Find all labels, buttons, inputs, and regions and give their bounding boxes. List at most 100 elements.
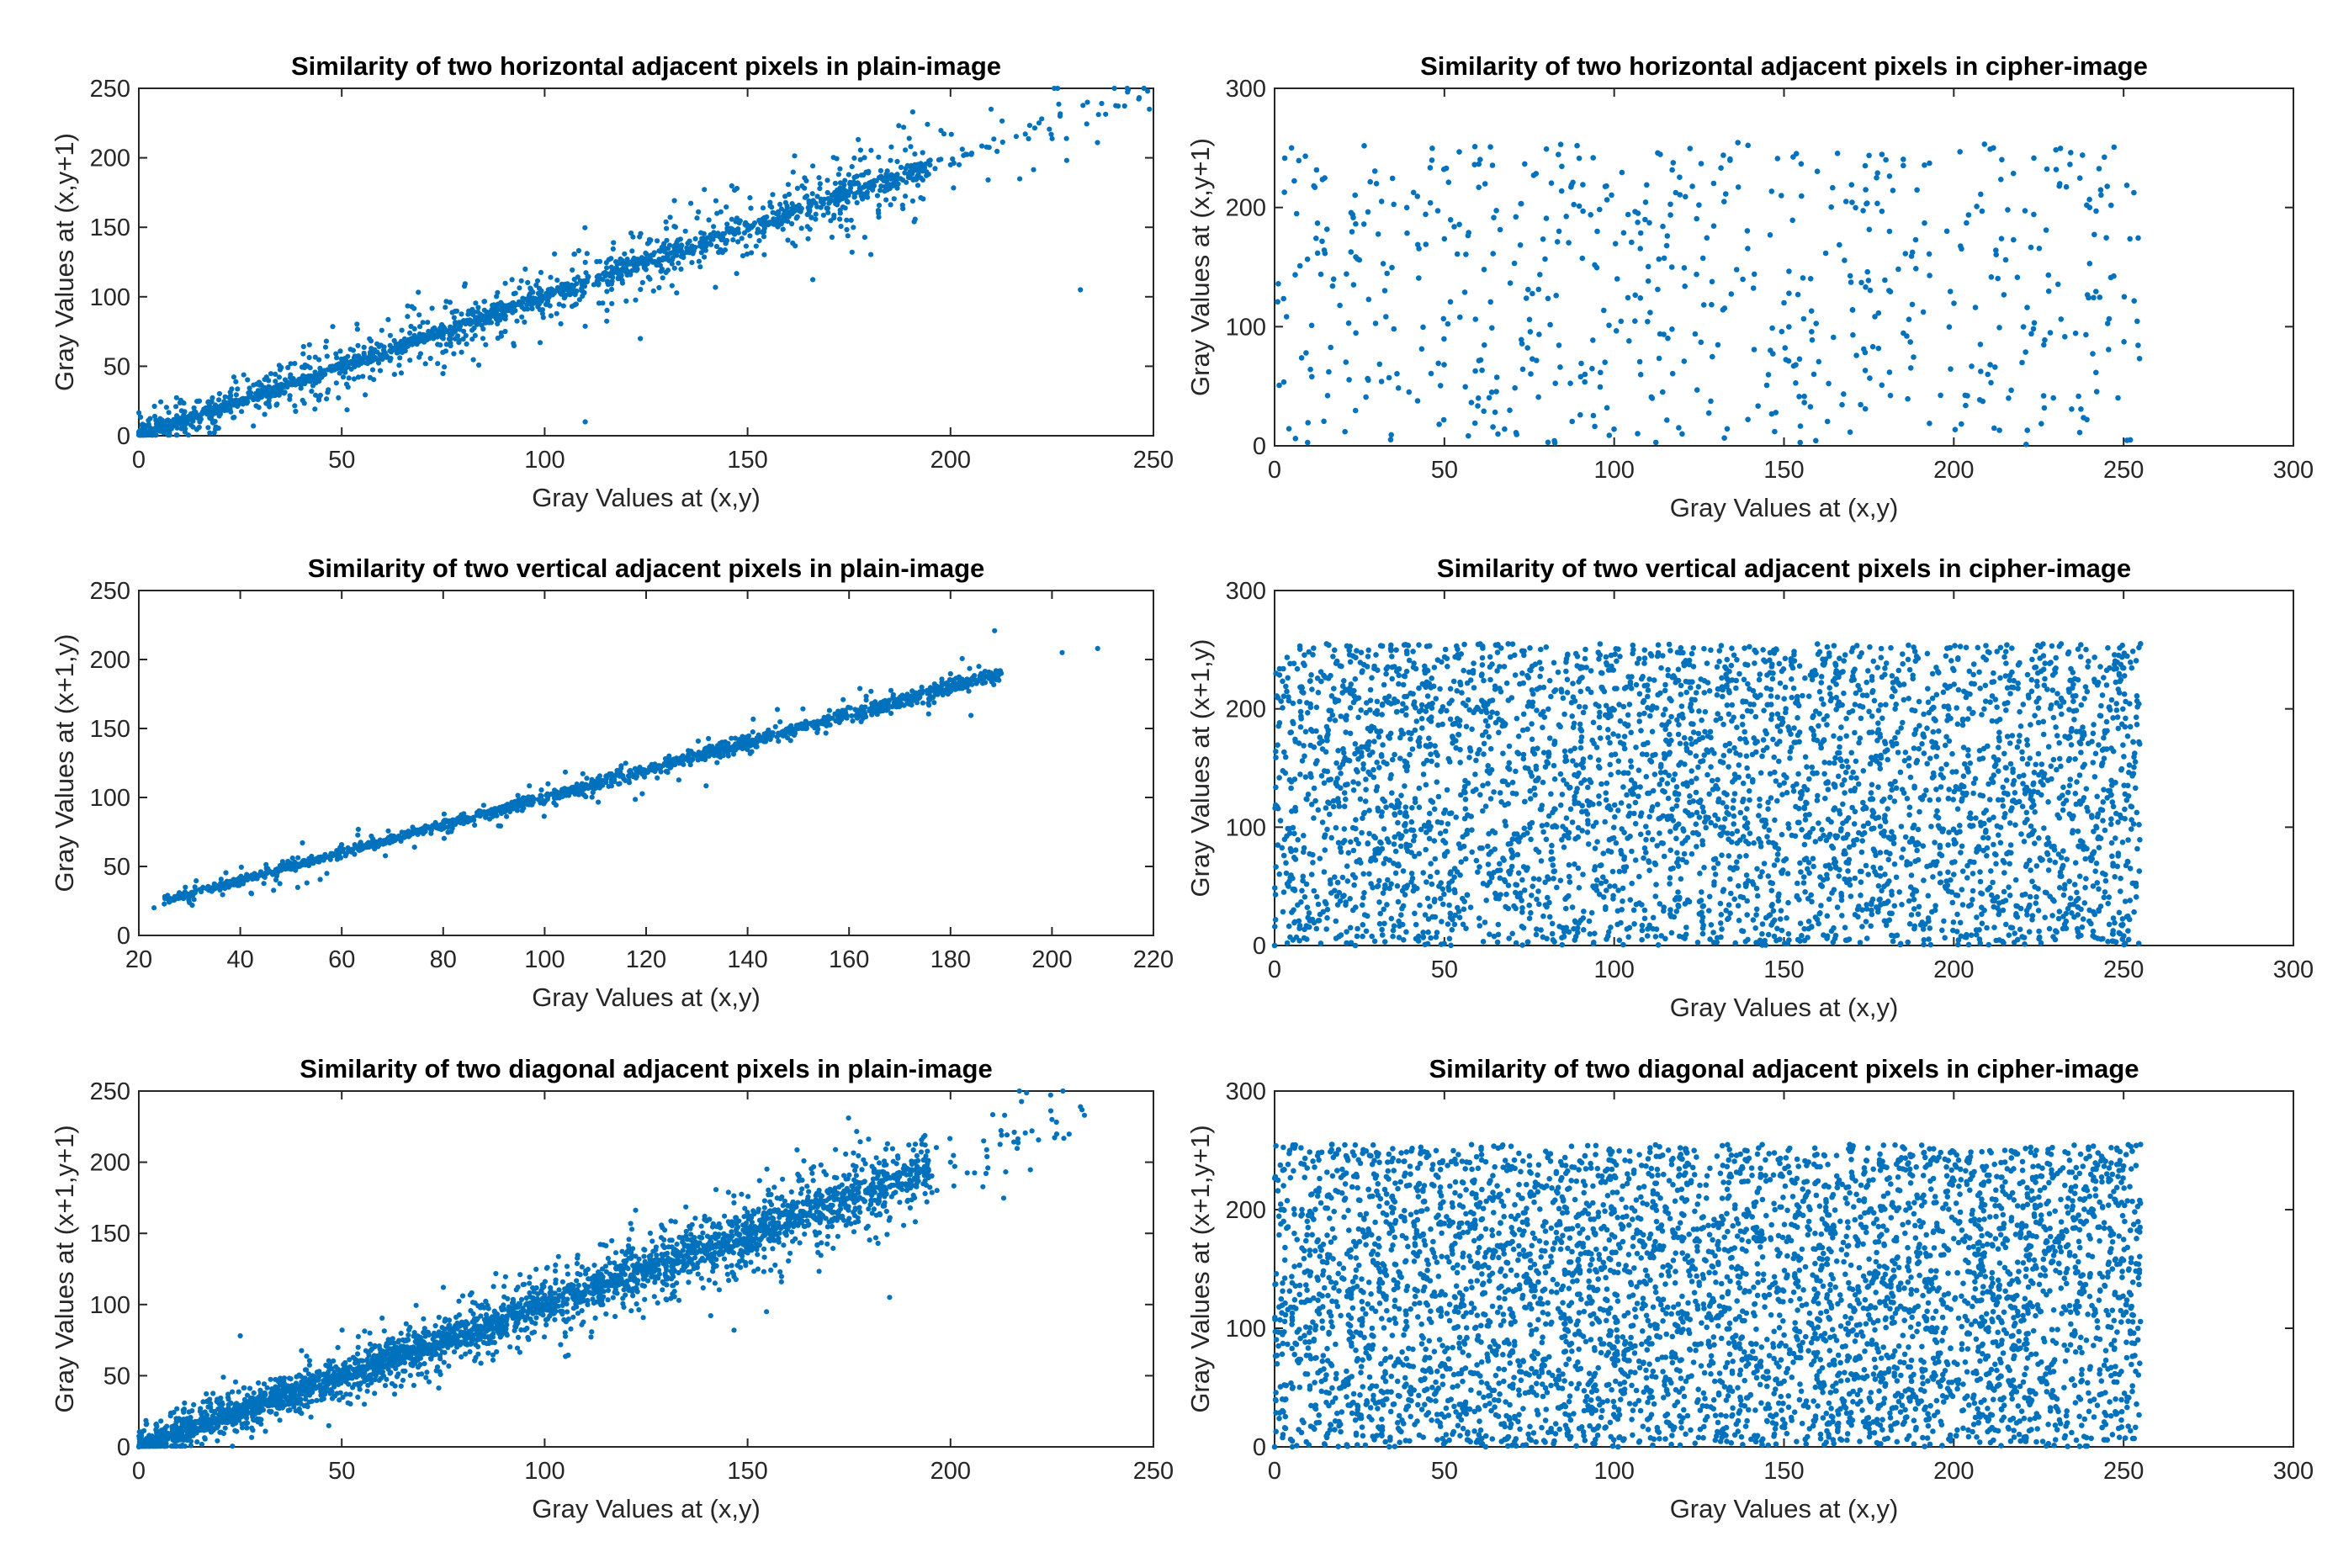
- scatter-point: [1420, 324, 1426, 331]
- scatter-point: [1563, 213, 1569, 220]
- scatter-point: [920, 168, 925, 174]
- scatter-point: [1655, 150, 1661, 156]
- scatter-point: [1808, 308, 1815, 315]
- scatter-point: [2122, 898, 2129, 904]
- scatter-point: [938, 156, 944, 162]
- scatter-point: [235, 400, 241, 406]
- scatter-point: [309, 389, 315, 395]
- scatter-point: [582, 259, 588, 265]
- scatter-point: [700, 236, 707, 241]
- scatter-point: [502, 328, 508, 335]
- scatter-point: [817, 181, 824, 187]
- scatter-point: [1344, 271, 1349, 278]
- scatter-point: [1283, 314, 1290, 320]
- scatter-point: [442, 818, 448, 824]
- scatter-point: [781, 211, 787, 217]
- scatter-point: [273, 379, 278, 384]
- scatter-point: [2123, 183, 2130, 188]
- scatter-point: [530, 289, 536, 295]
- scatter-point: [209, 888, 215, 894]
- scatter-point: [618, 763, 624, 769]
- scatter-point: [1735, 184, 1742, 190]
- scatter-point: [1867, 375, 1873, 381]
- scatter-point: [495, 289, 501, 295]
- scatter-point: [770, 209, 776, 215]
- scatter-point: [1921, 877, 1927, 883]
- scatter-point: [1026, 123, 1032, 129]
- scatter-point: [1507, 407, 1513, 414]
- scatter-point: [1598, 369, 1604, 376]
- scatter-point: [405, 303, 411, 309]
- scatter-point: [1481, 677, 1487, 684]
- scatter-point: [878, 183, 884, 189]
- scatter-point: [1381, 288, 1388, 294]
- scatter-point: [224, 401, 231, 408]
- scatter-point: [2060, 848, 2066, 854]
- x-tick-label: 0: [132, 447, 146, 474]
- scatter-point: [774, 707, 781, 712]
- scatter-point: [522, 319, 528, 325]
- scatter-point: [333, 351, 339, 357]
- scatter-point: [976, 664, 982, 670]
- scatter-point: [165, 417, 171, 423]
- scatter-point: [328, 853, 334, 859]
- chart-title: Similarity of two vertical adjacent pixe…: [308, 554, 985, 583]
- scatter-point: [390, 345, 396, 351]
- scatter-point: [2040, 393, 2047, 399]
- scatter-point: [1288, 145, 1295, 151]
- scatter-point: [1376, 361, 1383, 368]
- scatter-point: [1858, 715, 1864, 722]
- scatter-point: [1675, 666, 1682, 673]
- scatter-point: [804, 224, 810, 230]
- scatter-point: [1858, 401, 1864, 408]
- scatter-point: [261, 881, 267, 887]
- scatter-point: [856, 136, 862, 142]
- scatter-point: [1796, 356, 1803, 363]
- scatter-point: [838, 224, 844, 230]
- scatter-point: [1841, 391, 1847, 397]
- scatter-point: [1039, 116, 1045, 122]
- scatter-point: [669, 283, 675, 289]
- scatter-point: [1852, 875, 1858, 882]
- x-tick-label: 100: [1593, 457, 1634, 484]
- scatter-point: [1751, 347, 1757, 352]
- scatter-point: [346, 375, 352, 381]
- scatter-point: [765, 222, 771, 228]
- scatter-point: [1694, 215, 1699, 222]
- scatter-point: [2001, 888, 2007, 895]
- scatter-point: [352, 364, 358, 370]
- scatter-point: [2104, 183, 2110, 189]
- scatter-point: [877, 188, 883, 193]
- scatter-point: [1365, 209, 1371, 215]
- scatter-point: [1809, 764, 1816, 771]
- scatter-point: [808, 202, 814, 208]
- scatter-point: [2106, 315, 2113, 322]
- scatter-point: [534, 278, 541, 283]
- scatter-point: [1456, 149, 1462, 155]
- x-tick-label: 150: [727, 447, 767, 474]
- scatter-point: [460, 336, 466, 342]
- scatter-point: [1387, 437, 1394, 442]
- scatter-point: [1922, 220, 1927, 226]
- scatter-point: [1593, 264, 1600, 271]
- scatter-point: [472, 822, 478, 829]
- scatter-point: [591, 282, 597, 288]
- scatter-point: [1330, 654, 1336, 660]
- scatter-point: [354, 321, 360, 327]
- scatter-point: [1796, 394, 1802, 400]
- scatter-point: [1389, 675, 1395, 682]
- scatter-point: [1947, 289, 1954, 294]
- scatter-point: [1887, 392, 1894, 399]
- scatter-point: [140, 432, 146, 438]
- scatter-point: [623, 298, 629, 304]
- scatter-point: [857, 708, 863, 715]
- scatter-point: [257, 394, 263, 400]
- scatter-point: [857, 686, 863, 691]
- scatter-point: [1302, 753, 1307, 760]
- scatter-point: [2022, 208, 2028, 214]
- scatter-point: [767, 736, 773, 743]
- scatter-point: [1121, 103, 1127, 109]
- scatter-point: [1486, 830, 1492, 837]
- scatter-point: [1922, 162, 1927, 168]
- scatter-point: [664, 237, 670, 243]
